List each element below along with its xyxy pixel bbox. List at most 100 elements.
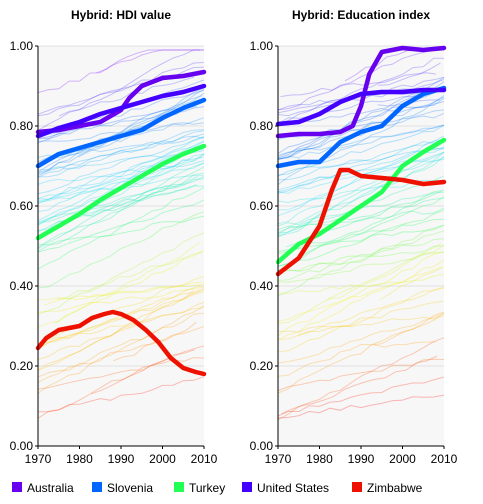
legend-label: Slovenia	[107, 481, 153, 495]
background-country-line	[37, 162, 205, 248]
background-country-line	[277, 135, 445, 194]
x-tick-label: 2000	[149, 452, 176, 466]
background-country-line	[37, 166, 205, 252]
background-country-line	[281, 355, 438, 415]
x-tick-label: 2000	[389, 452, 416, 466]
x-tick-label: 1990	[108, 452, 135, 466]
background-country-line	[78, 95, 203, 158]
background-country-line	[277, 286, 445, 353]
background-country-line	[37, 49, 204, 94]
background-country-line	[277, 148, 445, 176]
background-country-line	[37, 345, 205, 419]
background-country-line	[277, 157, 445, 234]
background-country-line	[277, 207, 445, 231]
background-country-line	[37, 130, 205, 178]
background-country-line	[277, 139, 445, 181]
series-line-zimbabwe	[275, 167, 447, 277]
background-country-line	[277, 224, 445, 297]
legend-swatch	[242, 482, 252, 492]
background-country-line	[37, 307, 205, 346]
background-country-line	[277, 311, 445, 394]
background-country-line	[37, 129, 205, 178]
background-country-line	[37, 187, 205, 270]
background-country-line	[90, 349, 195, 394]
background-country-line	[277, 152, 445, 225]
background-country-line	[37, 176, 205, 223]
background-country-line	[277, 151, 445, 191]
series-line-united-states	[35, 83, 207, 139]
y-tick-label: 0.40	[250, 279, 274, 293]
background-country-line	[37, 281, 205, 301]
background-country-line	[277, 87, 445, 111]
background-country-line	[277, 259, 445, 341]
background-country-line	[37, 88, 205, 173]
background-country-line	[37, 215, 205, 246]
background-country-line	[326, 243, 442, 301]
legend-swatch	[352, 482, 362, 492]
background-country-line	[277, 250, 445, 337]
background-country-line	[277, 312, 445, 377]
y-tick-label: 1.00	[250, 39, 274, 53]
background-country-line	[37, 135, 205, 159]
background-country-line	[44, 283, 200, 306]
background-country-line	[277, 376, 445, 417]
x-tick-label: 1990	[348, 452, 375, 466]
background-country-line	[277, 313, 445, 364]
chart-title: Hybrid: Education index	[292, 8, 430, 22]
y-tick-label: 0.00	[250, 439, 274, 453]
background-country-line	[37, 232, 205, 315]
y-tick-label: 0.20	[10, 359, 34, 373]
y-tick-label: 0.60	[250, 199, 274, 213]
background-country-line	[37, 185, 205, 223]
background-country-line	[37, 133, 205, 175]
series-line-turkey	[35, 143, 207, 241]
background-country-line	[277, 197, 445, 234]
background-country-line	[37, 312, 205, 384]
background-country-line	[37, 283, 205, 350]
background-country-line	[378, 62, 441, 86]
background-country-line	[83, 176, 198, 216]
series-line-australia	[35, 69, 207, 135]
legend-swatch	[174, 482, 184, 492]
background-country-line	[277, 358, 445, 392]
background-country-line	[37, 211, 205, 289]
y-tick-label: 0.20	[250, 359, 274, 373]
background-country-line	[37, 87, 205, 173]
x-tick-label: 2010	[191, 452, 218, 466]
background-country-line	[54, 241, 201, 324]
background-country-line	[37, 62, 205, 117]
background-country-line	[277, 124, 445, 177]
background-country-line	[37, 140, 205, 221]
y-tick-label: 0.60	[10, 199, 34, 213]
y-tick-label: 0.40	[10, 279, 34, 293]
y-tick-label: 0.00	[10, 439, 34, 453]
background-country-line	[277, 337, 445, 421]
y-tick-label: 0.80	[10, 119, 34, 133]
background-country-line	[57, 251, 203, 300]
background-country-line	[277, 146, 445, 193]
background-country-line	[277, 265, 445, 322]
background-country-line	[277, 230, 445, 281]
background-country-line	[37, 249, 205, 328]
background-country-line	[277, 209, 445, 271]
series-line-united-states	[275, 87, 447, 127]
background-country-line	[37, 49, 204, 132]
series-line-turkey	[275, 137, 447, 265]
x-tick-label: 1980	[66, 452, 93, 466]
legend-swatch	[12, 482, 22, 492]
background-country-line	[277, 394, 445, 419]
background-country-line	[37, 326, 205, 378]
legend-label: Zimbabwe	[367, 481, 423, 495]
legend-label: Turkey	[189, 481, 225, 495]
background-country-line	[277, 81, 445, 160]
background-country-line	[277, 109, 445, 160]
background-country-line	[277, 189, 445, 267]
background-country-line	[37, 291, 205, 344]
legend-label: United States	[257, 481, 329, 495]
x-tick-label: 1970	[25, 452, 52, 466]
background-country-line	[277, 151, 445, 236]
background-country-line	[277, 196, 445, 267]
background-country-line	[277, 287, 445, 341]
background-country-line	[280, 72, 437, 98]
series-line-zimbabwe	[35, 309, 207, 377]
